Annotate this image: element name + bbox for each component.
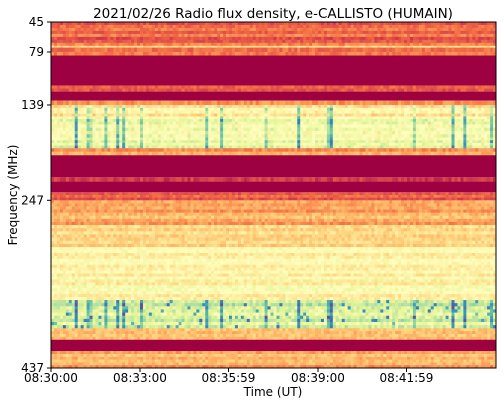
y-axis-label: Frequency (MHz) bbox=[6, 145, 20, 246]
heatmap-band-15 bbox=[51, 182, 496, 193]
heatmap-band-5 bbox=[51, 86, 496, 93]
heatmap-plot bbox=[51, 22, 496, 368]
heatmap-band-21 bbox=[51, 328, 496, 340]
x-axis-label: Time (UT) bbox=[243, 385, 303, 399]
x-tick-label: 08:33:00 bbox=[113, 371, 167, 385]
y-tick-label: 79 bbox=[29, 45, 44, 59]
heatmap-band-16 bbox=[51, 192, 496, 200]
heatmap-band-9 bbox=[51, 116, 496, 124]
y-tick-label: 45 bbox=[29, 15, 44, 29]
heatmap-band-23 bbox=[51, 351, 496, 368]
x-tick-label: 08:41:59 bbox=[380, 371, 434, 385]
heatmap-band-22 bbox=[51, 340, 496, 351]
heatmap-band-18 bbox=[51, 225, 496, 247]
heatmap-band-2 bbox=[51, 48, 496, 53]
heatmap-band-6 bbox=[51, 92, 496, 101]
heatmap-band-19 bbox=[51, 247, 496, 300]
heatmap-band-4 bbox=[51, 56, 496, 86]
y-tick-label: 437 bbox=[21, 361, 44, 375]
heatmap-band-8 bbox=[51, 105, 496, 117]
heatmap-band-12 bbox=[51, 148, 496, 155]
heatmap-band-17 bbox=[51, 200, 496, 225]
heatmap-band-13 bbox=[51, 155, 496, 177]
heatmap-band-0 bbox=[51, 22, 496, 46]
chart-title: 2021/02/26 Radio flux density, e-CALLIST… bbox=[93, 6, 453, 22]
x-tick-label: 08:39:00 bbox=[291, 371, 345, 385]
y-tick-label: 247 bbox=[21, 193, 44, 207]
heatmap-band-10 bbox=[51, 124, 496, 138]
x-tick-label: 08:35:59 bbox=[202, 371, 256, 385]
heatmap-band-20 bbox=[51, 300, 496, 329]
heatmap-band-11 bbox=[51, 138, 496, 149]
y-axis: 45 79 139 247 437 bbox=[21, 15, 51, 375]
heatmap-band-3 bbox=[51, 52, 496, 56]
heatmap-band-7 bbox=[51, 101, 496, 106]
heatmap-band-14 bbox=[51, 177, 496, 182]
y-tick-label: 139 bbox=[21, 98, 44, 112]
